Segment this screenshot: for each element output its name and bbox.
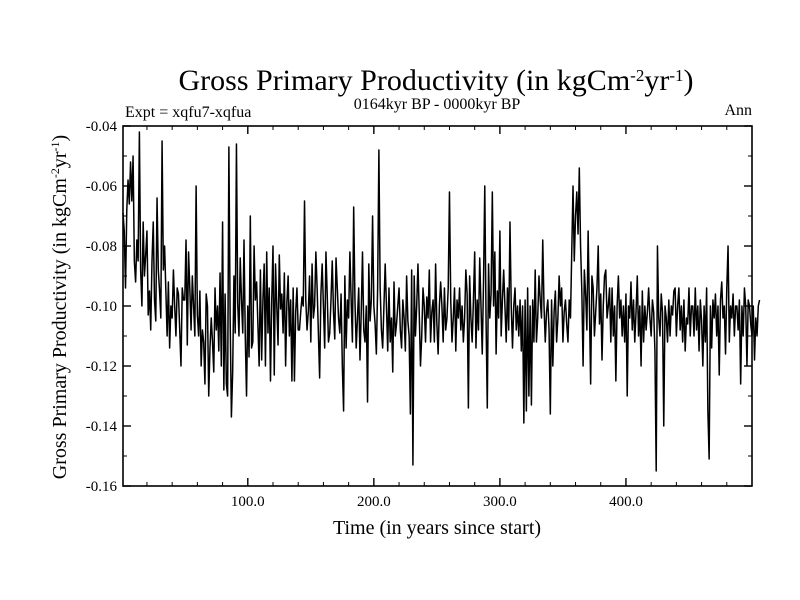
x-tick-label: 100.0	[231, 494, 265, 510]
y-tick-label: -0.16	[86, 479, 118, 495]
y-tick-label: -0.08	[86, 239, 117, 255]
time-range-subtitle: 0164kyr BP - 0000kyr BP	[354, 96, 521, 113]
x-tick-label: 400.0	[609, 494, 643, 510]
y-axis-label: Gross Primary Productivity (in kgCm-2yr-…	[48, 135, 71, 479]
y-tick-label: -0.10	[86, 299, 117, 315]
chart-title: Gross Primary Productivity (in kgCm-2yr-…	[179, 64, 694, 97]
gpp-series-line	[122, 131, 761, 472]
x-tick-label: 300.0	[483, 494, 517, 510]
y-tick-label: -0.06	[86, 179, 118, 195]
experiment-label: Expt = xqfu7-xqfua	[125, 104, 251, 121]
x-tick-label: 200.0	[357, 494, 391, 510]
season-label: Ann	[724, 102, 752, 119]
y-tick-label: -0.04	[86, 119, 118, 135]
x-axis-ticks: 100.0 200.0 300.0 400.0	[146, 126, 728, 510]
y-tick-label: -0.14	[86, 419, 118, 435]
y-tick-label: -0.12	[86, 359, 117, 375]
x-axis-label: Time (in years since start)	[333, 517, 541, 539]
y-axis-ticks: -0.16 -0.14 -0.12 -0.10 -0.08 -0.06 -0.04	[86, 119, 752, 495]
